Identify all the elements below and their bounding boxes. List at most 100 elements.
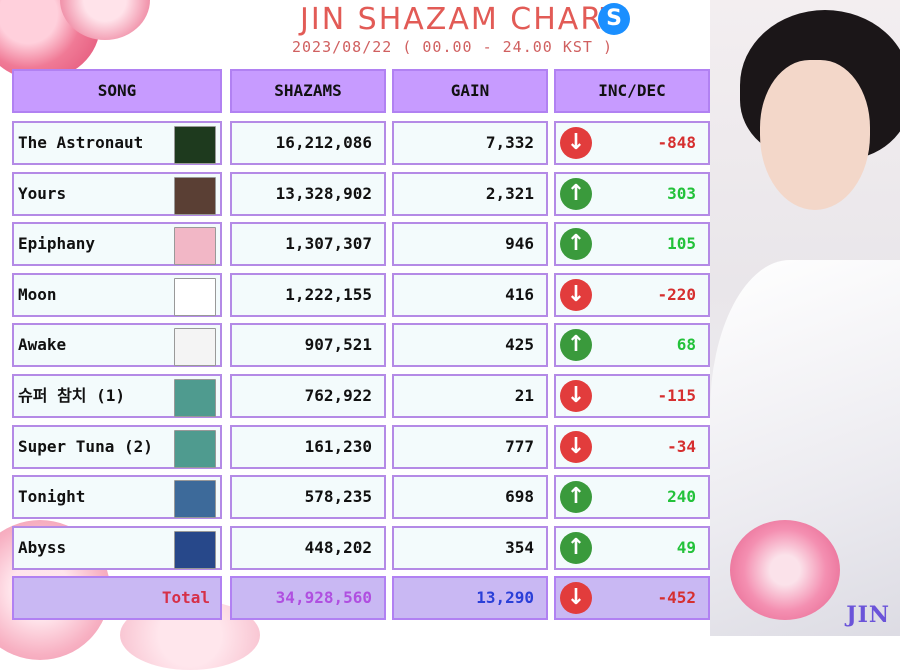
album-cover-image xyxy=(174,277,216,316)
change-value: 49 xyxy=(676,537,696,557)
shazams-value: 448,202 xyxy=(304,537,372,557)
song-cell: Epiphany xyxy=(12,222,222,267)
artist-photo: JIN xyxy=(710,0,900,636)
incdec-cell: ↓ -452 xyxy=(554,576,710,621)
album-cover-image xyxy=(174,480,216,519)
gain-value: 354 xyxy=(505,537,534,557)
gain-cell: 7,332 xyxy=(392,121,548,165)
shazams-value: 13,328,902 xyxy=(275,183,372,203)
shazams-value: 1,307,307 xyxy=(285,234,372,254)
album-cover-image xyxy=(174,176,216,215)
column-header-gain: GAIN xyxy=(392,69,548,113)
gain-value: 416 xyxy=(505,284,534,304)
song-title: Epiphany xyxy=(18,234,96,254)
arrow-up-icon: ↑ xyxy=(560,228,592,261)
table-header-row: SONG SHAZAMS GAIN INC/DEC xyxy=(12,69,710,113)
song-cell: Abyss xyxy=(12,525,222,570)
arrow-down-icon: ↓ xyxy=(560,430,592,463)
incdec-cell: ↓ -34 xyxy=(554,424,710,469)
incdec-cell: ↑ 303 xyxy=(554,171,710,216)
table-row: Awake 907,521 425 ↑ 68 xyxy=(12,323,710,368)
table-total-row: Total 34,928,560 13,290 ↓ -452 xyxy=(12,576,710,621)
incdec-cell: ↑ 105 xyxy=(554,222,710,267)
gain-cell: 425 xyxy=(392,323,548,368)
shazams-cell: 161,230 xyxy=(230,424,386,469)
table-row: Epiphany 1,307,307 946 ↑ 105 xyxy=(12,222,710,267)
song-cell: Yours xyxy=(12,171,222,216)
arrow-up-icon: ↑ xyxy=(560,531,592,564)
song-title: Moon xyxy=(18,284,57,304)
column-header-incdec: INC/DEC xyxy=(554,69,710,113)
shazams-cell: 907,521 xyxy=(230,323,386,368)
page-subtitle: 2023/08/22 ( 00.00 - 24.00 KST ) xyxy=(292,38,613,56)
gain-cell: 21 xyxy=(392,374,548,418)
gain-value: 7,332 xyxy=(485,133,534,152)
table-row: Yours 13,328,902 2,321 ↑ 303 xyxy=(12,171,710,216)
change-value: -848 xyxy=(657,133,696,152)
shazams-cell: 762,922 xyxy=(230,374,386,418)
arrow-down-icon: ↓ xyxy=(560,380,592,412)
photo-face xyxy=(760,60,870,210)
song-title: Awake xyxy=(18,335,67,355)
song-title: Tonight xyxy=(18,487,86,507)
arrow-up-icon: ↑ xyxy=(560,329,592,362)
table-row: The Astronaut 16,212,086 7,332 ↓ -848 xyxy=(12,121,710,165)
change-value: -452 xyxy=(657,588,696,608)
album-cover-image xyxy=(174,227,216,266)
shazam-logo-icon: S xyxy=(598,3,630,35)
page-title: JIN SHAZAM CHART xyxy=(300,2,622,37)
incdec-cell: ↑ 49 xyxy=(554,525,710,570)
album-cover-image xyxy=(174,379,216,417)
gain-cell: 354 xyxy=(392,525,548,570)
gain-cell: 416 xyxy=(392,272,548,317)
song-title: Abyss xyxy=(18,537,67,557)
table-row: Moon 1,222,155 416 ↓ -220 xyxy=(12,272,710,317)
shazams-value: 907,521 xyxy=(304,335,372,355)
column-header-song: SONG xyxy=(12,69,222,113)
shazams-cell: 34,928,560 xyxy=(230,576,386,621)
photo-flower xyxy=(730,520,840,620)
gain-value: 21 xyxy=(514,386,534,405)
shazams-cell: 16,212,086 xyxy=(230,121,386,165)
incdec-cell: ↑ 68 xyxy=(554,323,710,368)
table-row: Super Tuna (2) 161,230 777 ↓ -34 xyxy=(12,424,710,469)
change-value: 303 xyxy=(667,183,696,203)
song-cell: Tonight xyxy=(12,475,222,520)
incdec-cell: ↓ -115 xyxy=(554,374,710,418)
song-title: The Astronaut xyxy=(18,133,144,152)
arrow-up-icon: ↑ xyxy=(560,177,592,210)
change-value: 105 xyxy=(667,234,696,254)
song-title: Yours xyxy=(18,183,67,203)
gain-value: 698 xyxy=(505,487,534,507)
column-header-shazams: SHAZAMS xyxy=(230,69,386,113)
gain-value: 13,290 xyxy=(476,588,534,608)
song-title: Super Tuna (2) xyxy=(18,436,153,456)
shazams-cell: 1,222,155 xyxy=(230,272,386,317)
gain-cell: 2,321 xyxy=(392,171,548,216)
shazams-cell: 578,235 xyxy=(230,475,386,520)
album-cover-image xyxy=(174,530,216,569)
song-cell: Awake xyxy=(12,323,222,368)
gain-cell: 946 xyxy=(392,222,548,267)
change-value: -220 xyxy=(657,284,696,304)
arrow-up-icon: ↑ xyxy=(560,481,592,514)
table-row: 슈퍼 참치 (1) 762,922 21 ↓ -115 xyxy=(12,374,710,418)
gain-cell: 698 xyxy=(392,475,548,520)
album-cover-image xyxy=(174,126,216,164)
shazams-value: 16,212,086 xyxy=(275,133,372,152)
song-cell: 슈퍼 참치 (1) xyxy=(12,374,222,418)
album-cover-image xyxy=(174,429,216,468)
album-cover-image xyxy=(174,328,216,367)
song-cell: The Astronaut xyxy=(12,121,222,165)
change-value: 240 xyxy=(667,487,696,507)
gain-value: 777 xyxy=(505,436,534,456)
shazams-value: 161,230 xyxy=(304,436,372,456)
watermark-logo: JIN xyxy=(846,602,890,628)
arrow-down-icon: ↓ xyxy=(560,127,592,159)
shazams-value: 34,928,560 xyxy=(275,588,372,608)
shazams-cell: 13,328,902 xyxy=(230,171,386,216)
gain-value: 425 xyxy=(505,335,534,355)
song-title: 슈퍼 참치 (1) xyxy=(18,386,126,405)
change-value: -115 xyxy=(657,386,696,405)
table-row: Abyss 448,202 354 ↑ 49 xyxy=(12,525,710,570)
